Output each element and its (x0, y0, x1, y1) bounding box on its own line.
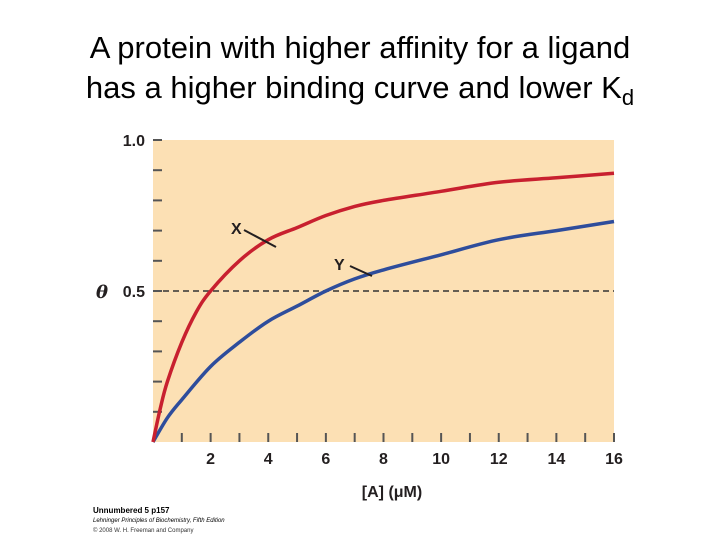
figure-caption-source: Lehninger Principles of Biochemistry, Fi… (93, 518, 225, 524)
x-tick-labels: 2 4 6 8 10 12 14 16 (206, 451, 623, 468)
label-y-leader (349, 265, 373, 277)
x-tick-label: 2 (206, 451, 215, 468)
y-axis-symbol: θ (96, 282, 108, 303)
curve-y-label: Y (334, 257, 345, 274)
x-tick-label: 6 (321, 451, 330, 468)
x-tick-label: 12 (490, 451, 508, 468)
figure-caption-copyright: © 2008 W. H. Freeman and Company (93, 528, 194, 534)
y-tick-label: 1.0 (123, 133, 145, 150)
curve-y (151, 219, 615, 443)
y-tick-label: 0.5 (123, 284, 145, 301)
y-tick-labels: 1.0 0.5 (123, 133, 145, 301)
title-line-2-main: has a higher binding curve and lower K (85, 70, 622, 105)
slide-title: A protein with higher affinity for a lig… (0, 28, 720, 118)
axis-ticks (153, 139, 615, 442)
title-line-2: has a higher binding curve and lower Kd (0, 68, 720, 118)
curve-x (151, 171, 615, 443)
x-tick-label: 16 (605, 451, 623, 468)
x-tick-label: 8 (379, 451, 388, 468)
label-x-leader (243, 229, 277, 248)
figure-caption-number: Unnumbered 5 p157 (93, 506, 170, 515)
x-tick-label: 10 (432, 451, 450, 468)
curve-x-label: X (231, 221, 242, 238)
title-line-1: A protein with higher affinity for a lig… (89, 30, 631, 65)
kd-subscript: d (621, 85, 635, 110)
x-axis-label: [A] (μM) (362, 484, 422, 501)
x-tick-label: 4 (264, 451, 273, 468)
x-tick-label: 14 (547, 451, 565, 468)
